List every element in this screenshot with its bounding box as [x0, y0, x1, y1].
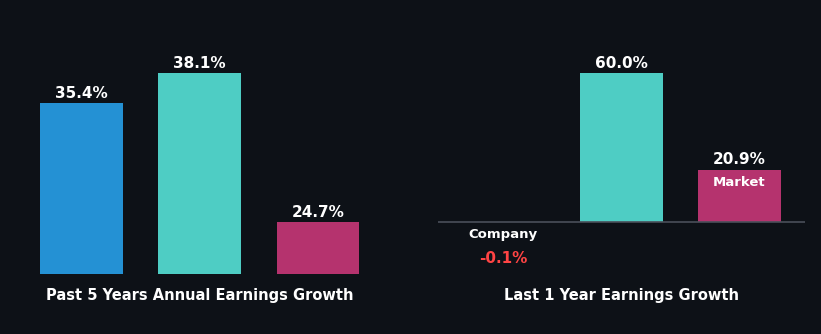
Text: Market: Market	[291, 228, 344, 241]
Text: Industry: Industry	[168, 79, 231, 92]
X-axis label: Last 1 Year Earnings Growth: Last 1 Year Earnings Growth	[504, 288, 739, 303]
Text: 60.0%: 60.0%	[595, 55, 648, 70]
Bar	[277, 222, 360, 334]
X-axis label: Past 5 Years Annual Earnings Growth: Past 5 Years Annual Earnings Growth	[46, 288, 354, 303]
Bar	[158, 73, 241, 334]
Text: 24.7%: 24.7%	[291, 204, 344, 219]
Text: Market: Market	[713, 176, 766, 189]
Text: Company: Company	[47, 109, 116, 122]
Text: 35.4%: 35.4%	[55, 86, 108, 101]
Text: Company: Company	[469, 228, 538, 241]
Bar	[580, 73, 663, 221]
Text: 38.1%: 38.1%	[173, 55, 226, 70]
Bar	[698, 170, 781, 221]
Bar	[40, 103, 123, 334]
Text: -0.1%: -0.1%	[479, 252, 527, 267]
Text: Industry: Industry	[590, 79, 653, 92]
Text: 20.9%: 20.9%	[713, 153, 766, 167]
